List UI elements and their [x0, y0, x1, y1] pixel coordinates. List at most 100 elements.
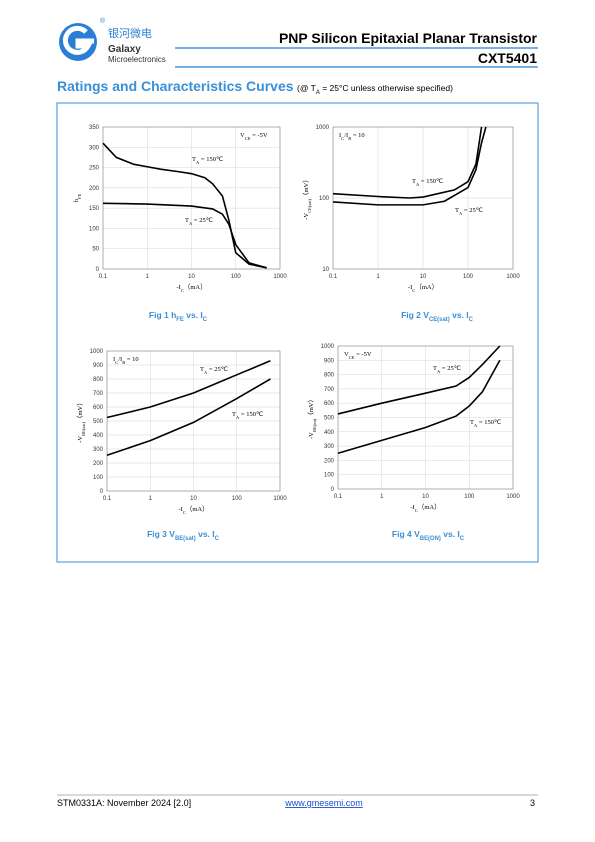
y-axis-label-part: BE(sat): [81, 422, 86, 436]
series-label-part: T: [192, 156, 196, 163]
series-label-part: T: [200, 366, 204, 373]
series-label-part: = 150℃: [419, 178, 444, 185]
curve: [102, 142, 267, 269]
annotation-part: C: [341, 136, 344, 141]
series-label: TA = 150℃: [232, 411, 264, 420]
y-axis-label-part: CE(sat): [307, 199, 312, 213]
curve: [106, 378, 271, 457]
logo-registered: ®: [100, 17, 106, 25]
plot-frame: [337, 345, 514, 490]
series-label-part: T: [455, 207, 459, 214]
condition-part: (@ T: [297, 83, 316, 93]
series-label-part: A: [236, 415, 240, 420]
curve: [332, 126, 487, 206]
series-label: TA = 25℃: [185, 217, 214, 226]
x-axis-label-part: （mA）: [418, 503, 441, 511]
x-axis-label-part: C: [415, 508, 418, 513]
logo-en: Galaxy: [108, 44, 141, 55]
curve: [332, 126, 483, 199]
x-tick-label: 1: [376, 274, 380, 280]
x-tick-label: 0.1: [329, 274, 338, 280]
logo-en: Microelectronics: [108, 55, 166, 64]
doc-title: PNP Silicon Epitaxial Planar Transistor: [279, 30, 538, 46]
series-label-part: A: [437, 369, 441, 374]
y-tick-label: 800: [93, 377, 104, 383]
x-tick-label: 100: [464, 494, 475, 500]
annotation-part: V: [344, 351, 349, 358]
figure-caption-part: Fig 2 V: [401, 310, 429, 320]
figure-caption-part: C: [469, 317, 474, 323]
y-tick-label: 1000: [90, 349, 104, 355]
footer-url[interactable]: www.gmesemi.com: [284, 798, 363, 808]
x-axis-label-part: -I: [408, 284, 412, 291]
figure-caption-part: CE(sat): [429, 317, 450, 323]
condition-part: A: [316, 90, 320, 96]
annotation-part: /I: [344, 132, 348, 139]
y-tick-label: 0: [331, 487, 335, 493]
y-tick-label: 400: [324, 430, 335, 436]
plot-frame: [332, 126, 514, 270]
curve: [102, 202, 267, 269]
x-axis-label-part: C: [183, 510, 186, 515]
series-label-part: A: [204, 370, 208, 375]
series-label-part: A: [416, 182, 420, 187]
figure-caption-part: Fig 4 V: [392, 529, 420, 539]
y-tick-label: 0: [96, 267, 100, 273]
figure-caption-part: vs. I: [450, 310, 469, 320]
figure-caption-part: vs. I: [184, 310, 203, 320]
series-label-part: T: [412, 178, 416, 185]
condition-part: = 25°C unless otherwise specified): [320, 83, 453, 93]
x-tick-label: 0.1: [99, 274, 108, 280]
y-axis-label-part: （mV）: [307, 396, 315, 419]
x-tick-label: 0.1: [334, 494, 343, 500]
y-tick-label: 600: [324, 401, 335, 407]
x-axis-label: -IC（mA）: [410, 503, 440, 513]
y-tick-label: 250: [89, 166, 100, 172]
y-axis-label-part: BE(on): [312, 418, 317, 432]
logo-cn: 银河微电: [108, 26, 152, 40]
part-number: CXT5401: [478, 50, 537, 66]
figure-caption: Fig 2 VCE(sat) vs. IC: [401, 310, 474, 323]
y-tick-label: 100: [89, 226, 100, 232]
logo-g: [62, 25, 94, 55]
figure-caption-part: Fig 1 h: [149, 310, 176, 320]
annotation: IC/IB = 10: [113, 356, 139, 365]
curve: [106, 360, 271, 419]
y-tick-label: 50: [92, 247, 99, 253]
series-label-part: T: [232, 411, 236, 418]
series-label-part: = 150℃: [477, 419, 502, 426]
annotation-part: C: [115, 360, 118, 365]
x-tick-label: 1000: [506, 274, 520, 280]
series-label: TA = 25℃: [200, 366, 229, 375]
figure-caption-part: vs. I: [196, 529, 215, 539]
annotation-part: B: [122, 360, 125, 365]
y-axis-label-part: （mV）: [302, 176, 310, 199]
figure-caption-part: BE(sat): [175, 536, 196, 542]
figure-caption-part: Fig 3 V: [147, 529, 175, 539]
x-axis-label-part: C: [412, 288, 415, 293]
x-axis-label: -IC（mA）: [408, 283, 438, 293]
y-tick-label: 300: [89, 145, 100, 151]
y-tick-label: 700: [93, 391, 104, 397]
x-tick-label: 1: [146, 274, 150, 280]
y-tick-label: 500: [324, 416, 335, 422]
x-tick-label: 1000: [506, 494, 520, 500]
y-tick-label: 100: [319, 196, 330, 202]
y-tick-label: 300: [324, 444, 335, 450]
series-label: TA = 150℃: [412, 178, 444, 187]
annotation-part: B: [348, 136, 351, 141]
series-label-part: A: [196, 160, 200, 165]
y-tick-label: 200: [93, 461, 104, 467]
y-axis-label: hFE: [73, 194, 82, 203]
y-tick-label: 350: [89, 125, 100, 131]
plot-frame: [106, 350, 281, 492]
series-label-part: T: [185, 217, 189, 224]
y-tick-label: 1000: [316, 125, 330, 131]
series-label: TA = 150℃: [192, 156, 224, 165]
y-tick-label: 300: [93, 447, 104, 453]
series-label-part: A: [474, 423, 478, 428]
y-tick-label: 0: [100, 489, 104, 495]
x-tick-label: 1000: [273, 496, 287, 502]
x-axis-label-part: -I: [176, 284, 180, 291]
